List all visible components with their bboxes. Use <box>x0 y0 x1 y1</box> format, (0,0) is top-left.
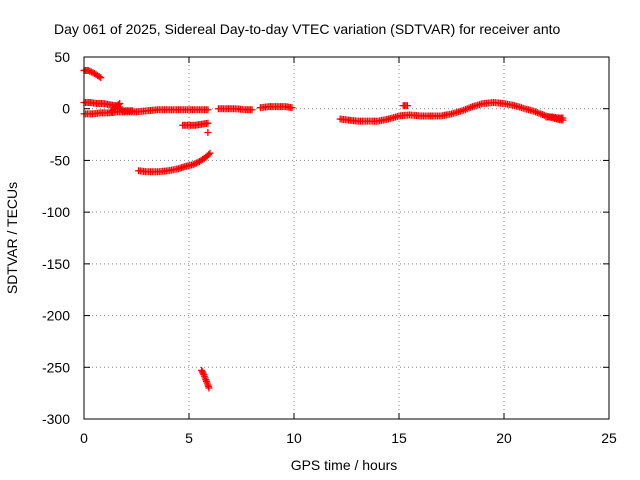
data-point <box>192 159 200 167</box>
y-tick-label: 50 <box>54 49 70 65</box>
series-arc-h <box>204 129 212 137</box>
x-tick-label: 5 <box>185 430 193 446</box>
y-tick-label: -100 <box>42 204 70 220</box>
data-point <box>204 106 212 114</box>
series-arc-m <box>542 113 567 122</box>
series-arc-i <box>135 149 214 176</box>
data-point <box>248 106 256 114</box>
data-point <box>87 68 95 76</box>
series-arc-d <box>107 100 124 116</box>
y-axis-ticks: 50 0 -50 -100 -150 -200 -250 -300 <box>42 49 609 427</box>
series-arc-k <box>336 99 567 125</box>
data-point <box>191 160 199 168</box>
series-arc-f <box>256 103 296 112</box>
y-tick-label: -250 <box>42 359 70 375</box>
series-arc-j <box>198 366 213 392</box>
data-point <box>84 66 92 74</box>
series-arc-a <box>80 66 105 82</box>
data-point <box>288 104 296 112</box>
series-arc-e <box>214 105 256 114</box>
y-tick-label: 0 <box>62 101 70 117</box>
y-tick-label: -150 <box>42 256 70 272</box>
data-point <box>559 114 567 122</box>
series-arc-g <box>179 119 212 129</box>
data-point <box>403 102 411 110</box>
data-point <box>97 74 105 82</box>
y-tick-label: -200 <box>42 308 70 324</box>
data-point <box>206 149 214 157</box>
y-axis-label: SDTVAR / TECUs <box>4 182 20 294</box>
x-tick-label: 20 <box>496 430 512 446</box>
x-tick-label: 10 <box>286 430 302 446</box>
series-arc-l <box>399 102 411 110</box>
data-point <box>204 129 212 137</box>
data-point <box>189 161 197 169</box>
series-arc-c <box>80 106 212 118</box>
chart-title: Day 061 of 2025, Sidereal Day-to-day VTE… <box>54 21 561 37</box>
data-point <box>114 101 122 109</box>
data-point <box>204 119 212 127</box>
y-tick-label: -50 <box>50 152 70 168</box>
y-tick-label: -300 <box>42 411 70 427</box>
x-tick-label: 15 <box>391 430 407 446</box>
x-axis-ticks: 0 5 10 15 20 25 <box>80 57 617 446</box>
x-tick-label: 25 <box>601 430 617 446</box>
plot-frame <box>83 56 610 420</box>
x-axis-label: GPS time / hours <box>291 457 398 473</box>
x-tick-label: 0 <box>80 430 88 446</box>
data-points <box>80 66 567 392</box>
data-point <box>199 369 207 377</box>
data-point <box>116 100 124 108</box>
data-point <box>205 151 213 159</box>
data-point <box>86 67 94 75</box>
data-point <box>95 73 103 81</box>
data-point <box>205 384 213 392</box>
